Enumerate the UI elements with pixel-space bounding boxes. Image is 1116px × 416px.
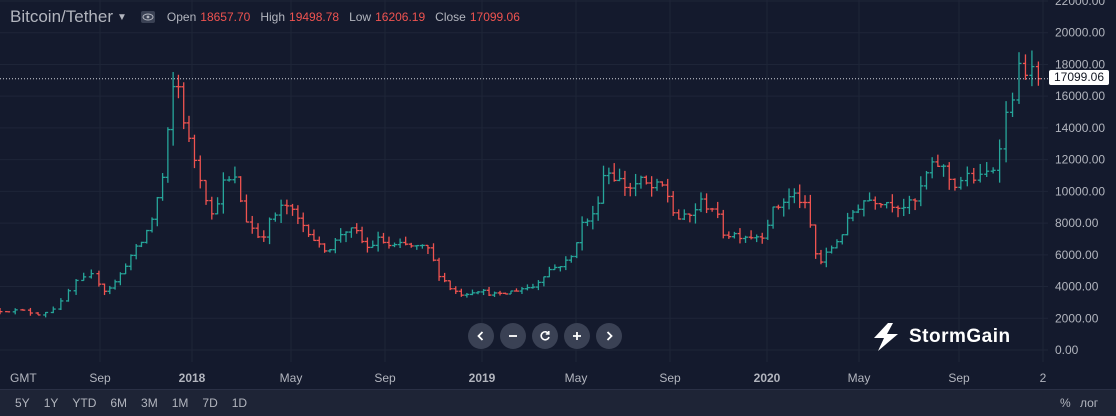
plus-icon (571, 330, 583, 342)
x-tick-label: Sep (89, 371, 111, 385)
reset-button[interactable] (532, 323, 558, 349)
y-tick-label: 20000.00 (1055, 26, 1105, 40)
y-tick-label: 10000.00 (1055, 184, 1105, 198)
y-tick-label: 22000.00 (1055, 0, 1105, 8)
open-label: Open (167, 10, 196, 24)
range-6m-button[interactable]: 6M (110, 396, 127, 410)
zoom-in-button[interactable] (564, 323, 590, 349)
chevron-left-icon (475, 330, 487, 342)
high-value: 19498.78 (289, 10, 339, 24)
range-3m-button[interactable]: 3M (141, 396, 158, 410)
range-toolbar: 5Y 1Y YTD 6M 3M 1M 7D 1D % лог (0, 389, 1116, 416)
x-tick-label: 2020 (754, 371, 781, 385)
lightning-icon (872, 322, 900, 352)
close-value: 17099.06 (470, 10, 520, 24)
y-tick-label: 14000.00 (1055, 121, 1105, 135)
chart-header: Bitcoin/Tether ▼ Open 18657.70 High 1949… (10, 6, 530, 28)
minus-icon (507, 330, 519, 342)
last-price-tag: 17099.06 (1049, 70, 1109, 85)
y-tick-label: 12000.00 (1055, 153, 1105, 167)
percent-scale-button[interactable]: % (1060, 396, 1071, 410)
zoom-out-button[interactable] (500, 323, 526, 349)
y-tick-label: 2000.00 (1055, 311, 1099, 325)
x-tick-label: 2 (1040, 371, 1047, 385)
range-ytd-button[interactable]: YTD (72, 396, 96, 410)
y-tick-label: 0.00 (1055, 343, 1079, 357)
range-5y-button[interactable]: 5Y (15, 396, 30, 410)
y-tick-label: 6000.00 (1055, 248, 1099, 262)
x-tick-label: Sep (948, 371, 970, 385)
range-1m-button[interactable]: 1M (172, 396, 189, 410)
range-1d-button[interactable]: 1D (232, 396, 247, 410)
range-7d-button[interactable]: 7D (202, 396, 217, 410)
low-value: 16206.19 (375, 10, 425, 24)
chevron-right-icon (603, 330, 615, 342)
symbol-title[interactable]: Bitcoin/Tether (10, 7, 113, 27)
low-label: Low (349, 10, 371, 24)
chevron-down-icon[interactable]: ▼ (117, 12, 127, 23)
y-tick-label: 8000.00 (1055, 216, 1099, 230)
x-tick-label: Sep (659, 371, 681, 385)
high-label: High (260, 10, 285, 24)
close-label: Close (435, 10, 466, 24)
x-tick-label: Sep (374, 371, 396, 385)
range-1y-button[interactable]: 1Y (44, 396, 59, 410)
x-tick-label: 2018 (179, 371, 206, 385)
log-scale-button[interactable]: лог (1080, 396, 1098, 410)
brand-name: StormGain (909, 326, 1011, 348)
open-value: 18657.70 (200, 10, 250, 24)
timezone-label: GMT (10, 371, 37, 385)
refresh-icon (539, 330, 551, 342)
x-tick-label: 2019 (469, 371, 496, 385)
scroll-left-button[interactable] (468, 323, 494, 349)
chart-navigation (468, 323, 622, 349)
y-tick-label: 4000.00 (1055, 280, 1099, 294)
x-tick-label: May (280, 371, 303, 385)
scroll-right-button[interactable] (596, 323, 622, 349)
y-tick-label: 16000.00 (1055, 89, 1105, 103)
x-tick-label: May (848, 371, 871, 385)
x-tick-label: May (565, 371, 588, 385)
brand-logo: StormGain (872, 322, 1011, 352)
eye-icon[interactable] (141, 11, 155, 23)
